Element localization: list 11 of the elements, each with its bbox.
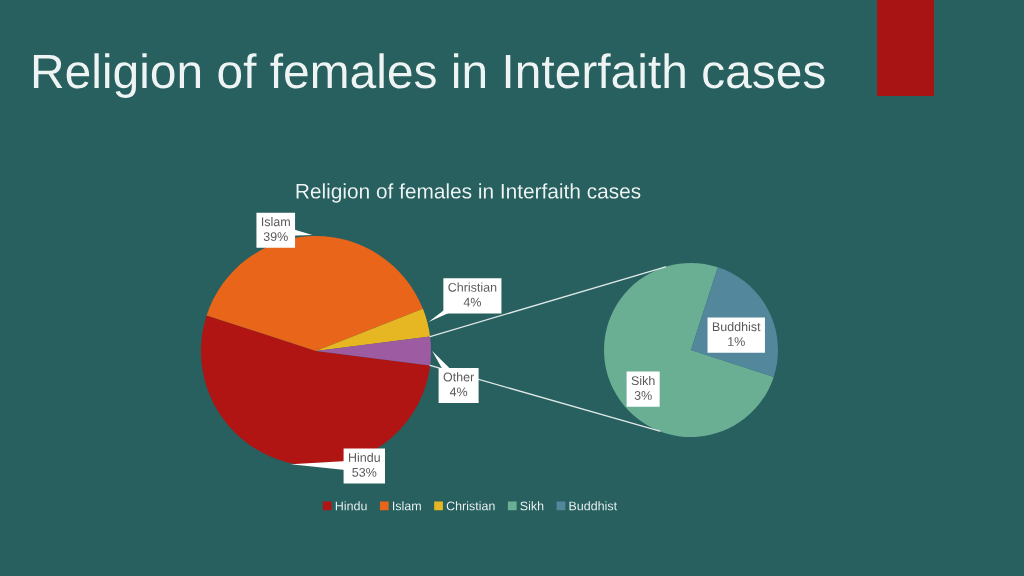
legend-label: Christian xyxy=(446,501,495,511)
data-label: Sikh 3% xyxy=(631,375,655,400)
data-label: Buddhist 1% xyxy=(712,321,761,346)
chart-subtitle: Religion of females in Interfaith cases xyxy=(296,183,641,203)
data-label: Islam 39% xyxy=(261,217,290,242)
legend-label: Buddhist xyxy=(569,501,617,511)
legend-label: Hindu xyxy=(335,501,367,511)
legend-label: Islam xyxy=(392,501,421,511)
chart-title: Religion of females in Interfaith cases xyxy=(33,53,825,98)
data-label: Hindu 53% xyxy=(349,452,380,477)
legend-label: Sikh xyxy=(520,501,544,511)
